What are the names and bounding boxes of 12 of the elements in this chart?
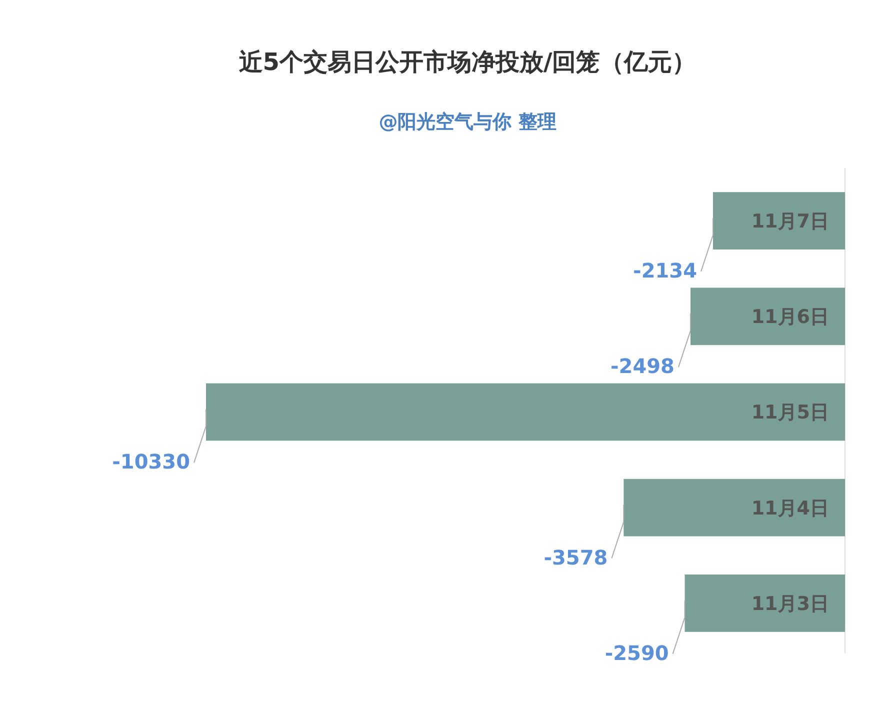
y-tick-label: 11月4日 xyxy=(751,497,829,520)
y-tick-label: 11月5日 xyxy=(751,402,829,424)
data-label: -2498 xyxy=(610,354,674,378)
chart-title: 近5个交易日公开市场净投放/回笼（亿元） xyxy=(238,48,696,76)
y-tick-label: 11月3日 xyxy=(751,592,829,615)
y-tick-label: 11月7日 xyxy=(751,210,829,232)
data-label: -3578 xyxy=(544,545,608,570)
data-label: -2590 xyxy=(604,640,669,665)
chart-subtitle: @阳光空气与你 整理 xyxy=(378,111,556,133)
y-tick-label: 11月6日 xyxy=(751,306,829,328)
data-label: -10330 xyxy=(112,450,190,474)
data-label: -2134 xyxy=(633,258,697,282)
